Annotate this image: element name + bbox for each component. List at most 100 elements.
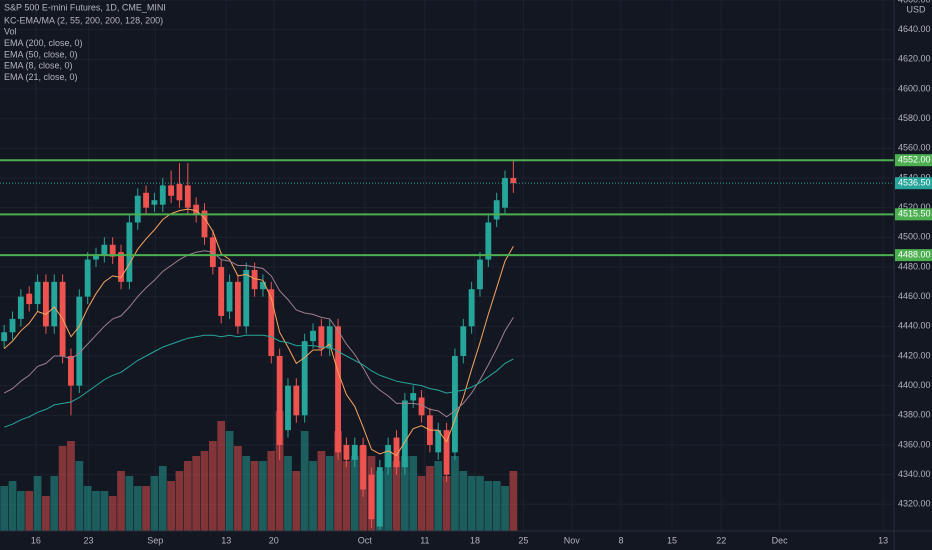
candle-body (260, 281, 266, 290)
candle-body (84, 259, 91, 297)
volume-bar (242, 456, 251, 531)
candle-body (335, 326, 341, 453)
indicator-layer (3, 208, 514, 457)
candle-body (452, 355, 458, 453)
volume-bar (225, 431, 234, 531)
volume-bar (142, 486, 150, 531)
volume-bar (426, 466, 434, 531)
volume-bar (400, 456, 409, 531)
volume-bar (434, 461, 443, 531)
volume-bar (92, 491, 100, 531)
candle-body (251, 269, 258, 290)
candle-body (410, 393, 417, 401)
candle-body (268, 289, 275, 356)
volume-bar (325, 456, 334, 531)
candle-body (159, 185, 166, 205)
candle-body (109, 244, 116, 257)
candle-body (443, 430, 450, 475)
y-tick-label: 4400.00 (898, 380, 931, 390)
volume-bar (292, 471, 301, 531)
y-tick-label: 4620.00 (898, 54, 931, 64)
candle-body (376, 467, 383, 527)
volume-bar (275, 411, 284, 531)
candle-body (1, 332, 8, 342)
y-tick-label: 4600.00 (898, 83, 931, 93)
volume-bar (50, 476, 59, 531)
volume-bar (158, 466, 167, 531)
candle-body (51, 281, 58, 327)
y-tick-label: 4480.00 (898, 261, 931, 271)
x-tick-label: 16 (31, 535, 41, 545)
x-tick-label: Oct (358, 535, 373, 545)
volume-bar (267, 451, 276, 531)
candle-body (76, 296, 83, 386)
candle-body (493, 200, 500, 220)
candle-body (193, 204, 200, 216)
level-label-box (895, 154, 932, 167)
candle-body (285, 385, 291, 431)
candle-body (34, 281, 41, 305)
ema-line (4, 334, 514, 428)
legend-entry: Vol (4, 27, 17, 37)
candle-body (276, 355, 283, 445)
candle-body (293, 385, 300, 416)
candle-body (134, 195, 141, 223)
volume-bar (250, 461, 259, 531)
x-tick-label: 25 (518, 535, 528, 545)
y-tick-label: 4380.00 (898, 410, 931, 420)
volume-bar (42, 496, 50, 531)
candle-body (468, 289, 475, 327)
volume-bar (150, 476, 159, 531)
candle-body (460, 326, 467, 356)
x-tick-label: Nov (564, 535, 581, 545)
volume-bar (58, 446, 67, 531)
volume-bar (334, 431, 342, 531)
volume-bar (8, 481, 17, 531)
candle-body (68, 355, 74, 386)
level-label: 4488.00 (898, 249, 931, 259)
y-tick-label: 4420.00 (898, 350, 931, 360)
y-tick-label: 4640.00 (898, 24, 931, 34)
volume-bar (108, 496, 117, 531)
y-tick-label: 4460.00 (898, 291, 931, 301)
candle-body (326, 326, 333, 349)
last-price-label: 4536.50 (898, 178, 931, 188)
volume-bar (67, 441, 75, 531)
volume-bar (409, 456, 418, 531)
ema-line (3, 208, 514, 457)
x-tick-label: 22 (716, 535, 726, 545)
volume-bar (476, 476, 484, 531)
x-tick-label: 8 (619, 535, 624, 545)
x-tick-label: 15 (667, 535, 677, 545)
last-price-box (895, 177, 932, 190)
x-tick-label: Sep (147, 535, 163, 545)
candle-body (360, 444, 367, 490)
candle-body (401, 400, 408, 468)
overlay-layer (0, 159, 894, 257)
candle-body (418, 397, 425, 416)
candle-body (485, 222, 492, 260)
volume-bar (259, 461, 267, 531)
legend-entry: EMA (21, close, 0) (4, 72, 78, 82)
y-tick-label: 4500.00 (898, 232, 931, 242)
candle-body (17, 296, 24, 319)
candle-body (26, 293, 33, 305)
candle-body (234, 281, 241, 327)
volume-bar (417, 476, 426, 531)
candle-body (101, 244, 108, 256)
candle-body (126, 222, 133, 282)
candle-body (351, 444, 358, 460)
y-tick-label: 4660.00 (898, 0, 931, 4)
volume-bar (167, 481, 175, 531)
volume-bar (509, 471, 518, 531)
x-tick-label: Dec (772, 535, 789, 545)
candle-body (42, 281, 49, 327)
candle-body (502, 177, 508, 208)
volume-bar (309, 461, 317, 531)
y-tick-label: 4320.00 (898, 499, 931, 509)
volume-bar (350, 456, 359, 531)
volume-bar (75, 461, 84, 531)
